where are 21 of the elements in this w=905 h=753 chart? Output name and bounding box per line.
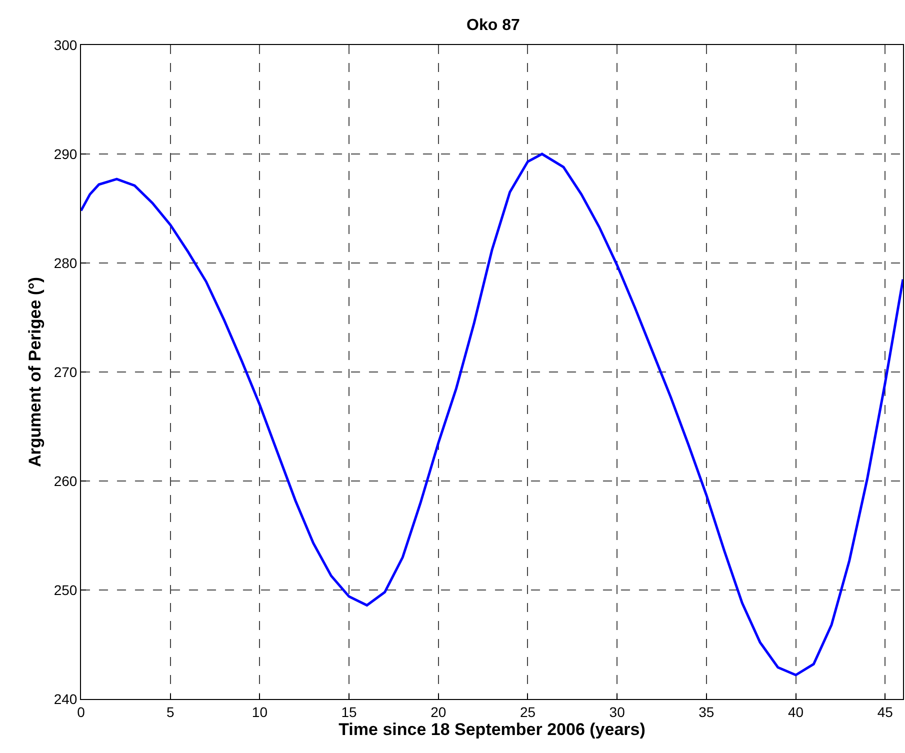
y-tick-label: 250 xyxy=(54,582,78,598)
y-tick-label: 270 xyxy=(54,364,78,380)
y-tick-label: 240 xyxy=(54,690,78,707)
x-tick-label: 45 xyxy=(877,704,894,720)
x-tick-label: 35 xyxy=(698,704,714,720)
x-tick-label: 20 xyxy=(430,704,446,720)
y-tick-label: 290 xyxy=(54,146,78,162)
x-tick-label: 25 xyxy=(520,704,536,720)
x-tick-label: 5 xyxy=(166,704,174,720)
x-tick-label: 10 xyxy=(252,704,268,720)
y-tick-label: 260 xyxy=(54,472,78,489)
x-axis-title: Time since 18 September 2006 (years) xyxy=(338,720,646,740)
x-tick-label: 15 xyxy=(341,704,358,720)
x-tick-label: 30 xyxy=(609,704,626,720)
line-series xyxy=(81,152,903,676)
chart-title: Oko 87 xyxy=(466,17,520,34)
y-axis-title: Argument of Perigee (°) xyxy=(25,276,44,468)
x-tick-label: 0 xyxy=(77,704,86,720)
y-tick-label: 280 xyxy=(54,254,78,271)
x-tick-label: 40 xyxy=(788,704,804,720)
y-tick-label: 300 xyxy=(54,36,78,53)
